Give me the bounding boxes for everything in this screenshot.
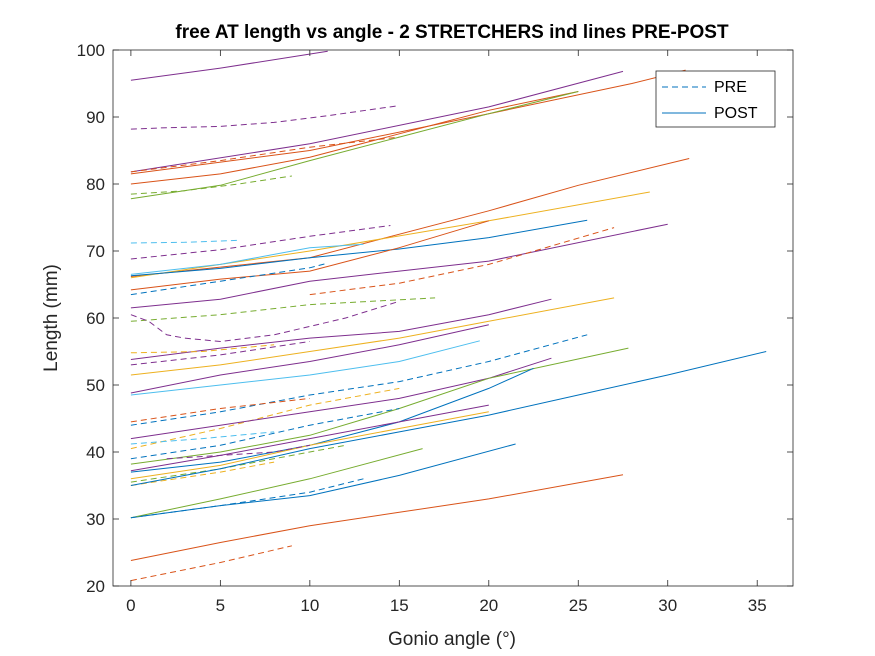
series-line-32	[130, 404, 489, 472]
x-tick-label: 10	[300, 596, 319, 615]
x-tick-label: 0	[126, 596, 135, 615]
y-tick-label: 20	[86, 577, 105, 596]
series-line-42	[130, 448, 423, 519]
series-line-15	[130, 223, 668, 309]
series-line-14	[130, 219, 588, 277]
x-tick-label: 20	[479, 596, 498, 615]
chart-title: free AT length vs angle - 2 STRETCHERS i…	[175, 22, 729, 43]
series-line-3	[130, 70, 624, 173]
y-tick-label: 30	[86, 510, 105, 529]
series-line-44	[130, 474, 624, 561]
series-line-7	[130, 175, 292, 195]
series-line-16	[130, 220, 489, 291]
legend-box	[655, 70, 776, 128]
series-line-19	[130, 297, 436, 322]
series-line-40	[130, 351, 767, 486]
series-line-37	[130, 444, 346, 483]
y-axis-label: Length (mm)	[41, 264, 62, 372]
series-line-11	[130, 239, 239, 244]
x-tick-label: 35	[748, 596, 767, 615]
legend-post-label: POST	[714, 105, 758, 122]
series-line-36	[130, 408, 400, 460]
y-tick-label: 50	[86, 376, 105, 395]
x-tick-label: 25	[569, 596, 588, 615]
series-line-9	[130, 158, 690, 277]
series-line-34	[130, 431, 275, 445]
y-tick-label: 90	[86, 108, 105, 127]
series-layer	[130, 50, 767, 582]
series-line-24	[130, 341, 310, 366]
series-line-5	[130, 136, 400, 173]
series-line-6	[130, 91, 579, 185]
x-axis-label: Gonio angle (°)	[388, 629, 516, 650]
series-line-18	[130, 262, 328, 296]
series-line-43	[130, 478, 364, 519]
series-line-8	[130, 91, 579, 200]
legend-pre-label: PRE	[714, 79, 747, 96]
y-tick-label: 70	[86, 242, 105, 261]
y-tick-label: 60	[86, 309, 105, 328]
series-line-30	[130, 347, 629, 465]
series-line-29	[130, 357, 552, 440]
x-tick-label: 30	[658, 596, 677, 615]
series-line-26	[130, 334, 588, 426]
y-tick-label: 80	[86, 175, 105, 194]
x-tick-label: 15	[390, 596, 409, 615]
tick-layer: 0 5 10 15 20 25 30 35 20 30 40 50 60 70 80 90 100	[77, 41, 793, 615]
series-line-12	[130, 243, 364, 275]
series-line-13	[130, 225, 391, 260]
series-line-45	[130, 545, 293, 582]
series-line-1	[130, 50, 328, 81]
series-line-31	[130, 367, 534, 473]
series-line-28	[130, 387, 400, 450]
series-line-39	[166, 444, 310, 460]
series-line-27	[130, 324, 489, 394]
series-line-38	[130, 461, 275, 486]
series-line-25	[130, 340, 480, 396]
x-tick-label: 5	[216, 596, 225, 615]
y-tick-label: 100	[77, 41, 105, 60]
series-line-21	[130, 298, 552, 360]
series-line-17	[309, 227, 615, 296]
legend: PRE POST	[655, 70, 776, 128]
series-line-23	[130, 344, 275, 354]
series-line-22	[130, 297, 615, 376]
series-line-35	[130, 397, 310, 423]
series-line-20	[130, 300, 400, 343]
y-tick-label: 40	[86, 443, 105, 462]
